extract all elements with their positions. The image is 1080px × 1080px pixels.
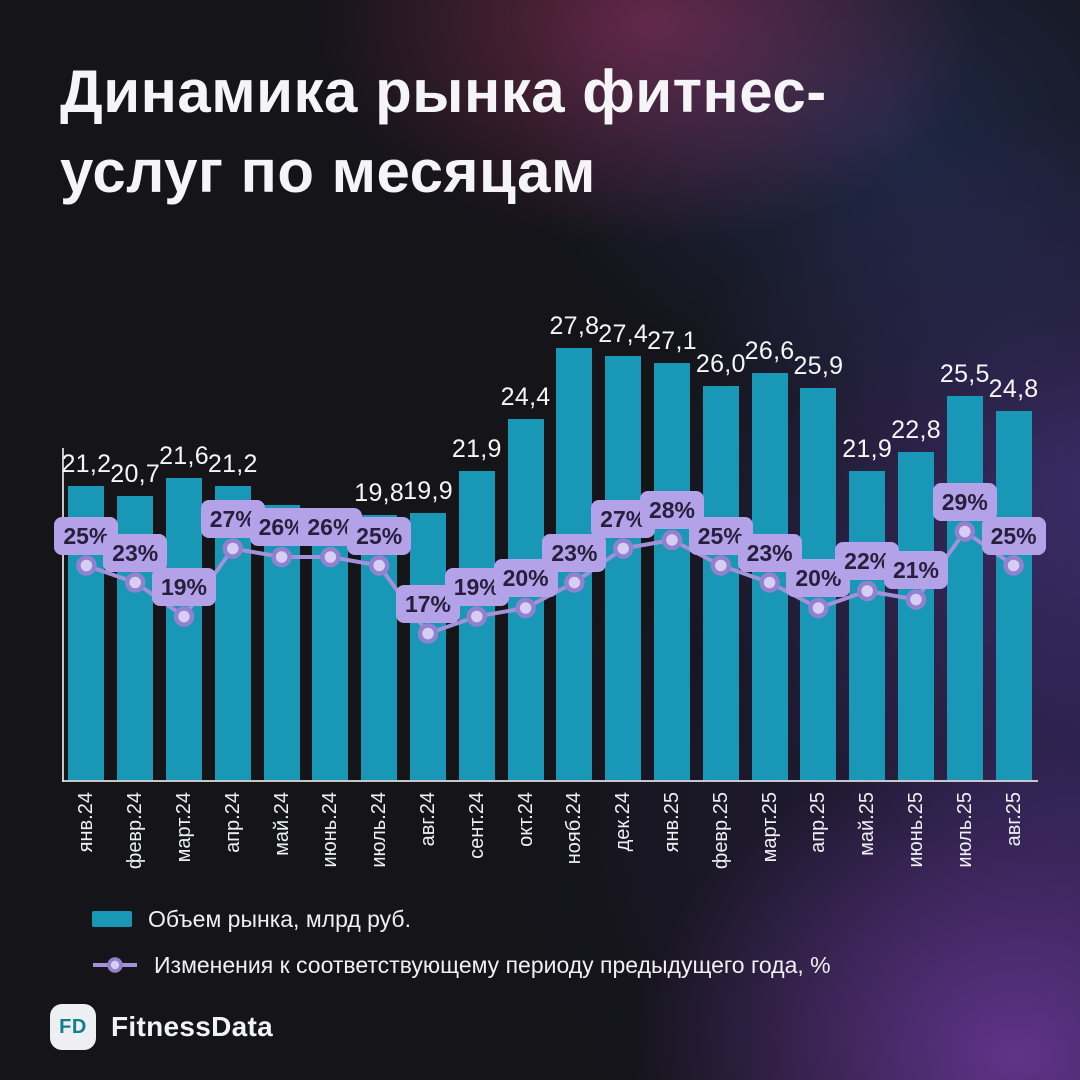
bar-value-label: 25,9 — [793, 351, 844, 380]
bar-value-label: 24,4 — [500, 383, 551, 412]
x-axis-label: дек.24 — [612, 792, 635, 852]
page-title: Динамика рынка фитнес- услуг по месяцам — [60, 52, 1000, 212]
bar — [361, 515, 398, 780]
x-axis-label: март.25 — [758, 792, 781, 863]
bar — [458, 471, 495, 780]
pct-badge: 29% — [932, 482, 997, 521]
x-axis-label: апр.24 — [221, 792, 244, 853]
x-axis-label: авг.25 — [1002, 792, 1025, 847]
bar-value-label: 21,9 — [451, 435, 502, 464]
bar-value-label: 26,0 — [695, 349, 746, 378]
bar-value-label: 21,2 — [61, 449, 112, 478]
bar-value-label: 21,6 — [159, 441, 209, 470]
line-marker-icon — [92, 956, 138, 974]
legend-label: Изменения к соответствующему периоду пре… — [154, 951, 831, 978]
bar — [166, 477, 202, 780]
x-axis-label: нояб.24 — [563, 792, 586, 865]
x-axis-label: июнь.24 — [319, 792, 342, 868]
y-axis-line — [62, 448, 64, 782]
pct-badge: 23% — [542, 533, 607, 572]
bar — [605, 356, 642, 780]
bar-value-label: 21,9 — [842, 435, 893, 464]
title-line-1: Динамика рынка фитнес- — [60, 58, 827, 125]
bar-value-label: 27,1 — [647, 326, 697, 355]
x-axis-label: янв.24 — [75, 792, 98, 853]
brand-name: FitnessData — [111, 1011, 274, 1042]
footer-brand: FD FitnessData — [50, 1004, 273, 1050]
x-axis-label: апр.25 — [807, 792, 830, 853]
bar-value-label: 27,8 — [549, 311, 600, 340]
x-axis-label: окт.24 — [514, 792, 537, 847]
pct-badge: 25% — [981, 516, 1046, 555]
x-axis-label: сент.24 — [465, 792, 488, 859]
x-axis-label: июль.25 — [953, 792, 976, 868]
bar — [654, 362, 690, 780]
bar — [898, 452, 934, 780]
x-axis-line — [62, 780, 1038, 782]
bar-value-label: 26,6 — [744, 337, 795, 366]
x-axis-label: янв.25 — [661, 792, 683, 853]
bar — [995, 410, 1032, 780]
bar — [312, 508, 349, 780]
title-line-2: услуг по месяцам — [60, 137, 596, 205]
bar-value-label: 19,9 — [403, 477, 453, 506]
bar — [751, 373, 788, 780]
x-axis-label: февр.25 — [709, 792, 732, 870]
legend-item-yoy-change: Изменения к соответствующему периоду пре… — [92, 950, 831, 980]
x-axis-label: март.24 — [173, 792, 195, 863]
pct-badge: 21% — [884, 550, 948, 589]
bar-value-label: 20,7 — [110, 460, 161, 489]
x-axis-label: май.25 — [856, 792, 879, 856]
bar-value-label: 25,5 — [939, 360, 990, 389]
pct-badge: 25% — [347, 516, 412, 555]
bar-value-label: 19,8 — [354, 479, 405, 508]
bar — [946, 396, 983, 780]
x-axis-label: авг.24 — [417, 792, 439, 847]
bar — [410, 513, 446, 780]
legend-item-market-volume: Объем рынка, млрд руб. — [92, 904, 831, 934]
bar — [507, 419, 544, 780]
fd-logo-icon: FD — [50, 1004, 96, 1050]
x-axis-label: июль.24 — [368, 792, 391, 868]
x-axis-label: июнь.25 — [905, 792, 927, 868]
pct-badge: 23% — [103, 533, 168, 572]
bar — [263, 504, 300, 780]
x-axis-label: февр.24 — [124, 792, 147, 870]
bar — [849, 471, 886, 780]
bar-value-label: 21,2 — [207, 449, 258, 478]
legend: Объем рынка, млрд руб. Изменения к соотв… — [92, 904, 831, 996]
bar — [702, 385, 739, 780]
bar-value-label: 27,4 — [598, 320, 649, 349]
legend-label: Объем рынка, млрд руб. — [148, 905, 411, 932]
pct-badge: 19% — [152, 567, 216, 606]
bar-swatch-icon — [92, 911, 132, 927]
x-axis-label: май.24 — [270, 792, 293, 856]
bar-value-label: 24,8 — [988, 374, 1039, 403]
bar-value-label: 22,8 — [891, 416, 941, 445]
